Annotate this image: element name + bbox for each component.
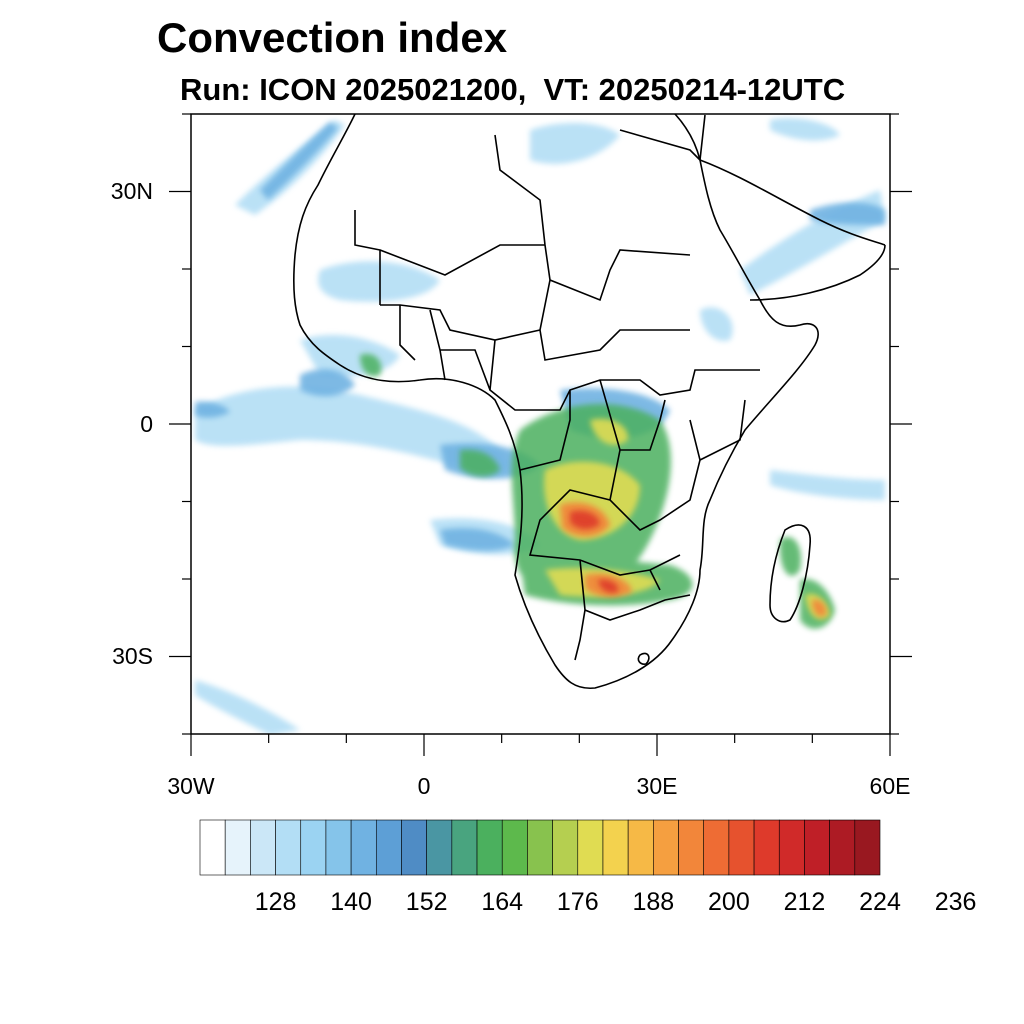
- colorbar-swatch: [501, 819, 528, 876]
- chart-title: Convection index: [157, 14, 508, 61]
- chart-subtitle: Run: ICON 2025021200, VT: 20250214-12UTC: [180, 72, 846, 107]
- colorbar-label: 200: [708, 888, 750, 916]
- colorbar-swatch: [829, 819, 856, 876]
- colorbar-swatch: [451, 819, 478, 876]
- lon-tick-label: 30E: [636, 773, 678, 799]
- colorbar-swatch: [375, 819, 402, 876]
- colorbar-swatch: [778, 819, 805, 876]
- colorbar-label: 212: [783, 888, 826, 916]
- colorbar-swatch: [653, 819, 679, 876]
- colorbar-swatch: [476, 819, 503, 876]
- colorbar-swatch: [275, 819, 302, 876]
- colorbar-swatch: [224, 819, 251, 876]
- axis-ticks: [169, 113, 912, 756]
- colorbar-label: 236: [934, 888, 977, 916]
- colorbar: [199, 819, 881, 876]
- colorbar-label: 140: [330, 888, 372, 916]
- convection-field: [195, 118, 885, 734]
- colorbar-swatch: [627, 819, 654, 876]
- colorbar-swatch: [300, 819, 327, 876]
- colorbar-swatch: [602, 819, 629, 876]
- lat-tick-label: 30S: [112, 643, 153, 669]
- lat-tick-label: 30N: [110, 178, 153, 204]
- colorbar-swatch: [552, 819, 579, 876]
- colorbar-swatch: [250, 819, 276, 876]
- colorbar-swatch: [678, 819, 705, 876]
- colorbar-label: 164: [481, 888, 524, 916]
- colorbar-swatch: [728, 819, 755, 876]
- colorbar-swatch: [753, 819, 780, 876]
- colorbar-label: 188: [632, 888, 675, 916]
- colorbar-label: 224: [859, 888, 901, 916]
- colorbar-label: 176: [556, 888, 599, 916]
- colorbar-swatch: [350, 819, 377, 876]
- colorbar-swatch: [577, 819, 604, 876]
- colorbar-label: 128: [254, 888, 297, 916]
- colorbar-swatch: [854, 819, 881, 876]
- colorbar-swatch: [199, 819, 226, 876]
- lon-tick-label: 0: [417, 773, 431, 799]
- colorbar-swatch: [325, 819, 352, 876]
- lon-tick-label: 60E: [869, 773, 911, 799]
- coastline: [293, 114, 886, 690]
- colorbar-swatch: [804, 819, 830, 876]
- lat-tick-label: 0: [140, 410, 153, 437]
- colorbar-swatch: [527, 819, 553, 876]
- colorbar-swatch: [703, 819, 730, 876]
- colorbar-swatch: [426, 819, 453, 876]
- lon-tick-label: 30W: [167, 773, 215, 799]
- colorbar-label: 152: [405, 888, 448, 916]
- colorbar-swatch: [401, 819, 427, 876]
